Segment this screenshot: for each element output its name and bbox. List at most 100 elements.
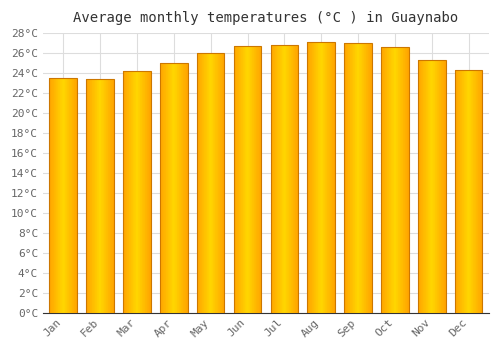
Bar [460, 70, 461, 313]
Bar [434, 60, 435, 313]
Bar [100, 79, 101, 313]
Bar [455, 70, 456, 313]
Bar [252, 46, 253, 313]
Bar [308, 42, 335, 313]
Bar [330, 42, 331, 313]
Bar [50, 78, 77, 313]
Bar [316, 42, 317, 313]
Bar [277, 45, 278, 313]
Bar [150, 71, 151, 313]
Bar [56, 78, 57, 313]
Bar [219, 53, 220, 313]
Bar [312, 42, 313, 313]
Bar [93, 79, 94, 313]
Bar [125, 71, 126, 313]
Bar [112, 79, 113, 313]
Bar [255, 46, 256, 313]
Bar [352, 43, 353, 313]
Bar [204, 53, 205, 313]
Bar [403, 47, 404, 313]
Bar [164, 63, 165, 313]
Bar [235, 46, 236, 313]
Bar [294, 45, 296, 313]
Bar [393, 47, 394, 313]
Bar [278, 45, 279, 313]
Bar [428, 60, 429, 313]
Bar [249, 46, 250, 313]
Bar [477, 70, 478, 313]
Bar [92, 79, 93, 313]
Bar [390, 47, 391, 313]
Bar [221, 53, 222, 313]
Bar [464, 70, 465, 313]
Bar [248, 46, 249, 313]
Bar [133, 71, 134, 313]
Bar [288, 45, 289, 313]
Bar [284, 45, 285, 313]
Bar [62, 78, 63, 313]
Bar [350, 43, 351, 313]
Bar [435, 60, 436, 313]
Bar [359, 43, 360, 313]
Bar [399, 47, 400, 313]
Bar [418, 60, 420, 313]
Bar [86, 79, 87, 313]
Bar [247, 46, 248, 313]
Bar [101, 79, 102, 313]
Bar [172, 63, 173, 313]
Bar [88, 79, 89, 313]
Bar [50, 78, 51, 313]
Bar [468, 70, 469, 313]
Bar [317, 42, 318, 313]
Bar [72, 78, 73, 313]
Bar [180, 63, 182, 313]
Bar [459, 70, 460, 313]
Bar [362, 43, 363, 313]
Bar [285, 45, 286, 313]
Bar [223, 53, 224, 313]
Bar [328, 42, 329, 313]
Bar [144, 71, 145, 313]
Bar [443, 60, 444, 313]
Bar [74, 78, 75, 313]
Bar [183, 63, 184, 313]
Bar [361, 43, 362, 313]
Bar [166, 63, 167, 313]
Bar [472, 70, 473, 313]
Bar [476, 70, 477, 313]
Bar [143, 71, 144, 313]
Bar [463, 70, 464, 313]
Bar [396, 47, 397, 313]
Bar [309, 42, 310, 313]
Bar [331, 42, 332, 313]
Bar [140, 71, 141, 313]
Bar [106, 79, 107, 313]
Bar [334, 42, 335, 313]
Bar [257, 46, 258, 313]
Bar [59, 78, 60, 313]
Bar [308, 42, 309, 313]
Bar [109, 79, 110, 313]
Bar [289, 45, 290, 313]
Bar [279, 45, 280, 313]
Bar [371, 43, 372, 313]
Bar [270, 45, 271, 313]
Bar [174, 63, 175, 313]
Bar [212, 53, 214, 313]
Bar [110, 79, 111, 313]
Bar [395, 47, 396, 313]
Bar [310, 42, 311, 313]
Bar [286, 45, 287, 313]
Bar [462, 70, 463, 313]
Bar [384, 47, 385, 313]
Bar [160, 63, 162, 313]
Bar [344, 43, 372, 313]
Bar [287, 45, 288, 313]
Bar [256, 46, 257, 313]
Bar [165, 63, 166, 313]
Bar [87, 79, 88, 313]
Bar [89, 79, 90, 313]
Bar [102, 79, 103, 313]
Bar [107, 79, 108, 313]
Bar [64, 78, 66, 313]
